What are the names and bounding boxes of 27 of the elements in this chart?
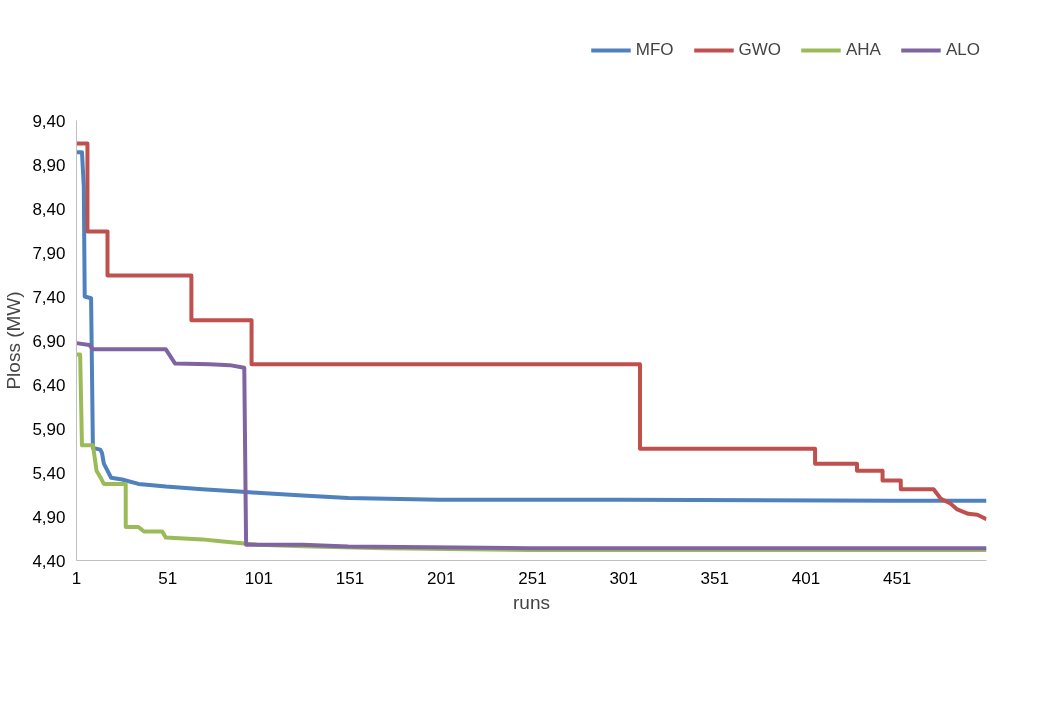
x-axis-title: runs	[513, 591, 550, 613]
legend-label: GWO	[738, 40, 781, 60]
y-tick-label: 5,40	[32, 463, 66, 483]
y-axis-title: Ploss (MW)	[3, 291, 25, 390]
x-tick-label: 101	[244, 568, 274, 588]
x-tick-label: 301	[609, 568, 638, 588]
y-tick-label: 4,90	[32, 507, 66, 527]
y-tick-label: 7,40	[32, 287, 66, 307]
y-tick-label: 4,40	[32, 551, 66, 571]
x-tick-label: 251	[518, 568, 547, 588]
x-tick-label: 151	[335, 568, 365, 588]
y-tick-label: 8,90	[32, 155, 66, 175]
y-tick-label: 6,90	[32, 331, 66, 351]
y-tick-label: 5,90	[32, 419, 66, 439]
x-tick-label: 51	[158, 568, 178, 588]
y-tick-label: 9,40	[32, 111, 66, 131]
x-tick-label: 401	[791, 568, 821, 588]
y-tick-label: 8,40	[32, 199, 66, 219]
y-tick-label: 6,40	[32, 375, 66, 395]
x-tick-label: 451	[882, 568, 912, 588]
legend-label: ALO	[945, 40, 980, 60]
x-tick-label: 201	[427, 568, 456, 588]
x-tick-label: 351	[700, 568, 729, 588]
x-tick-label: 1	[71, 568, 82, 588]
legend-label: MFO	[635, 40, 674, 60]
legend-label: AHA	[846, 40, 881, 60]
y-tick-label: 7,90	[32, 243, 66, 263]
